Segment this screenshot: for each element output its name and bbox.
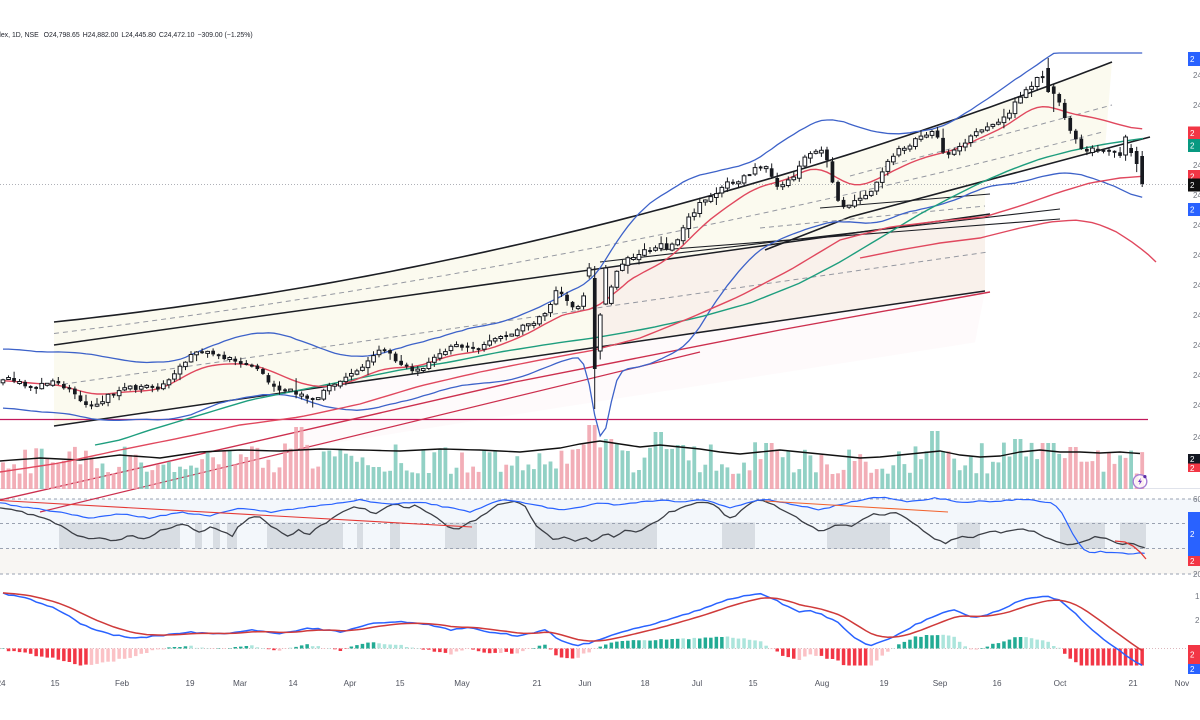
svg-text:24: 24: [1193, 161, 1200, 170]
svg-text:21: 21: [1128, 679, 1138, 688]
svg-text:2: 2: [1190, 557, 1195, 566]
svg-text:Jul: Jul: [692, 679, 703, 688]
svg-text:24: 24: [1193, 221, 1200, 230]
svg-text:16: 16: [992, 679, 1002, 688]
svg-text:15: 15: [748, 679, 758, 688]
svg-text:2: 2: [1190, 206, 1195, 215]
svg-text:2: 2: [1190, 173, 1195, 182]
svg-text:2: 2: [1190, 129, 1195, 138]
svg-text:24: 24: [1193, 71, 1200, 80]
svg-text:2: 2: [1190, 464, 1195, 473]
svg-text:Sep: Sep: [933, 679, 948, 688]
svg-text:24: 24: [1193, 251, 1200, 260]
svg-text:19: 19: [879, 679, 889, 688]
svg-text:Apr: Apr: [344, 679, 357, 688]
svg-text:24: 24: [1193, 371, 1200, 380]
svg-text:May: May: [454, 679, 470, 688]
svg-text:24: 24: [0, 679, 6, 688]
svg-text:Nov: Nov: [1175, 679, 1190, 688]
svg-text:15: 15: [50, 679, 60, 688]
svg-text:21: 21: [532, 679, 542, 688]
svg-text:2: 2: [1190, 651, 1195, 660]
svg-text:1: 1: [1195, 592, 1200, 601]
svg-text:2: 2: [1190, 455, 1195, 464]
svg-text:15: 15: [395, 679, 405, 688]
svg-text:24: 24: [1193, 311, 1200, 320]
svg-text:24: 24: [1193, 433, 1200, 442]
svg-text:2: 2: [1190, 530, 1195, 539]
svg-text:2: 2: [1190, 55, 1195, 64]
svg-text:2: 2: [1190, 142, 1195, 151]
svg-text:20: 20: [1193, 570, 1200, 579]
svg-text:Oct: Oct: [1054, 679, 1067, 688]
svg-text:Jun: Jun: [578, 679, 592, 688]
svg-text:24: 24: [1193, 341, 1200, 350]
svg-text:60: 60: [1193, 495, 1200, 504]
svg-text:14: 14: [288, 679, 298, 688]
svg-text:2: 2: [1190, 665, 1195, 674]
svg-text:Feb: Feb: [115, 679, 130, 688]
svg-text:Mar: Mar: [233, 679, 247, 688]
svg-text:24: 24: [1193, 101, 1200, 110]
svg-text:18: 18: [640, 679, 650, 688]
svg-text:19: 19: [185, 679, 195, 688]
svg-text:24: 24: [1193, 401, 1200, 410]
svg-text:2: 2: [1195, 616, 1200, 625]
svg-text:24: 24: [1193, 281, 1200, 290]
svg-text:24: 24: [1193, 191, 1200, 200]
svg-text:Aug: Aug: [815, 679, 830, 688]
svg-text:2: 2: [1190, 181, 1195, 190]
